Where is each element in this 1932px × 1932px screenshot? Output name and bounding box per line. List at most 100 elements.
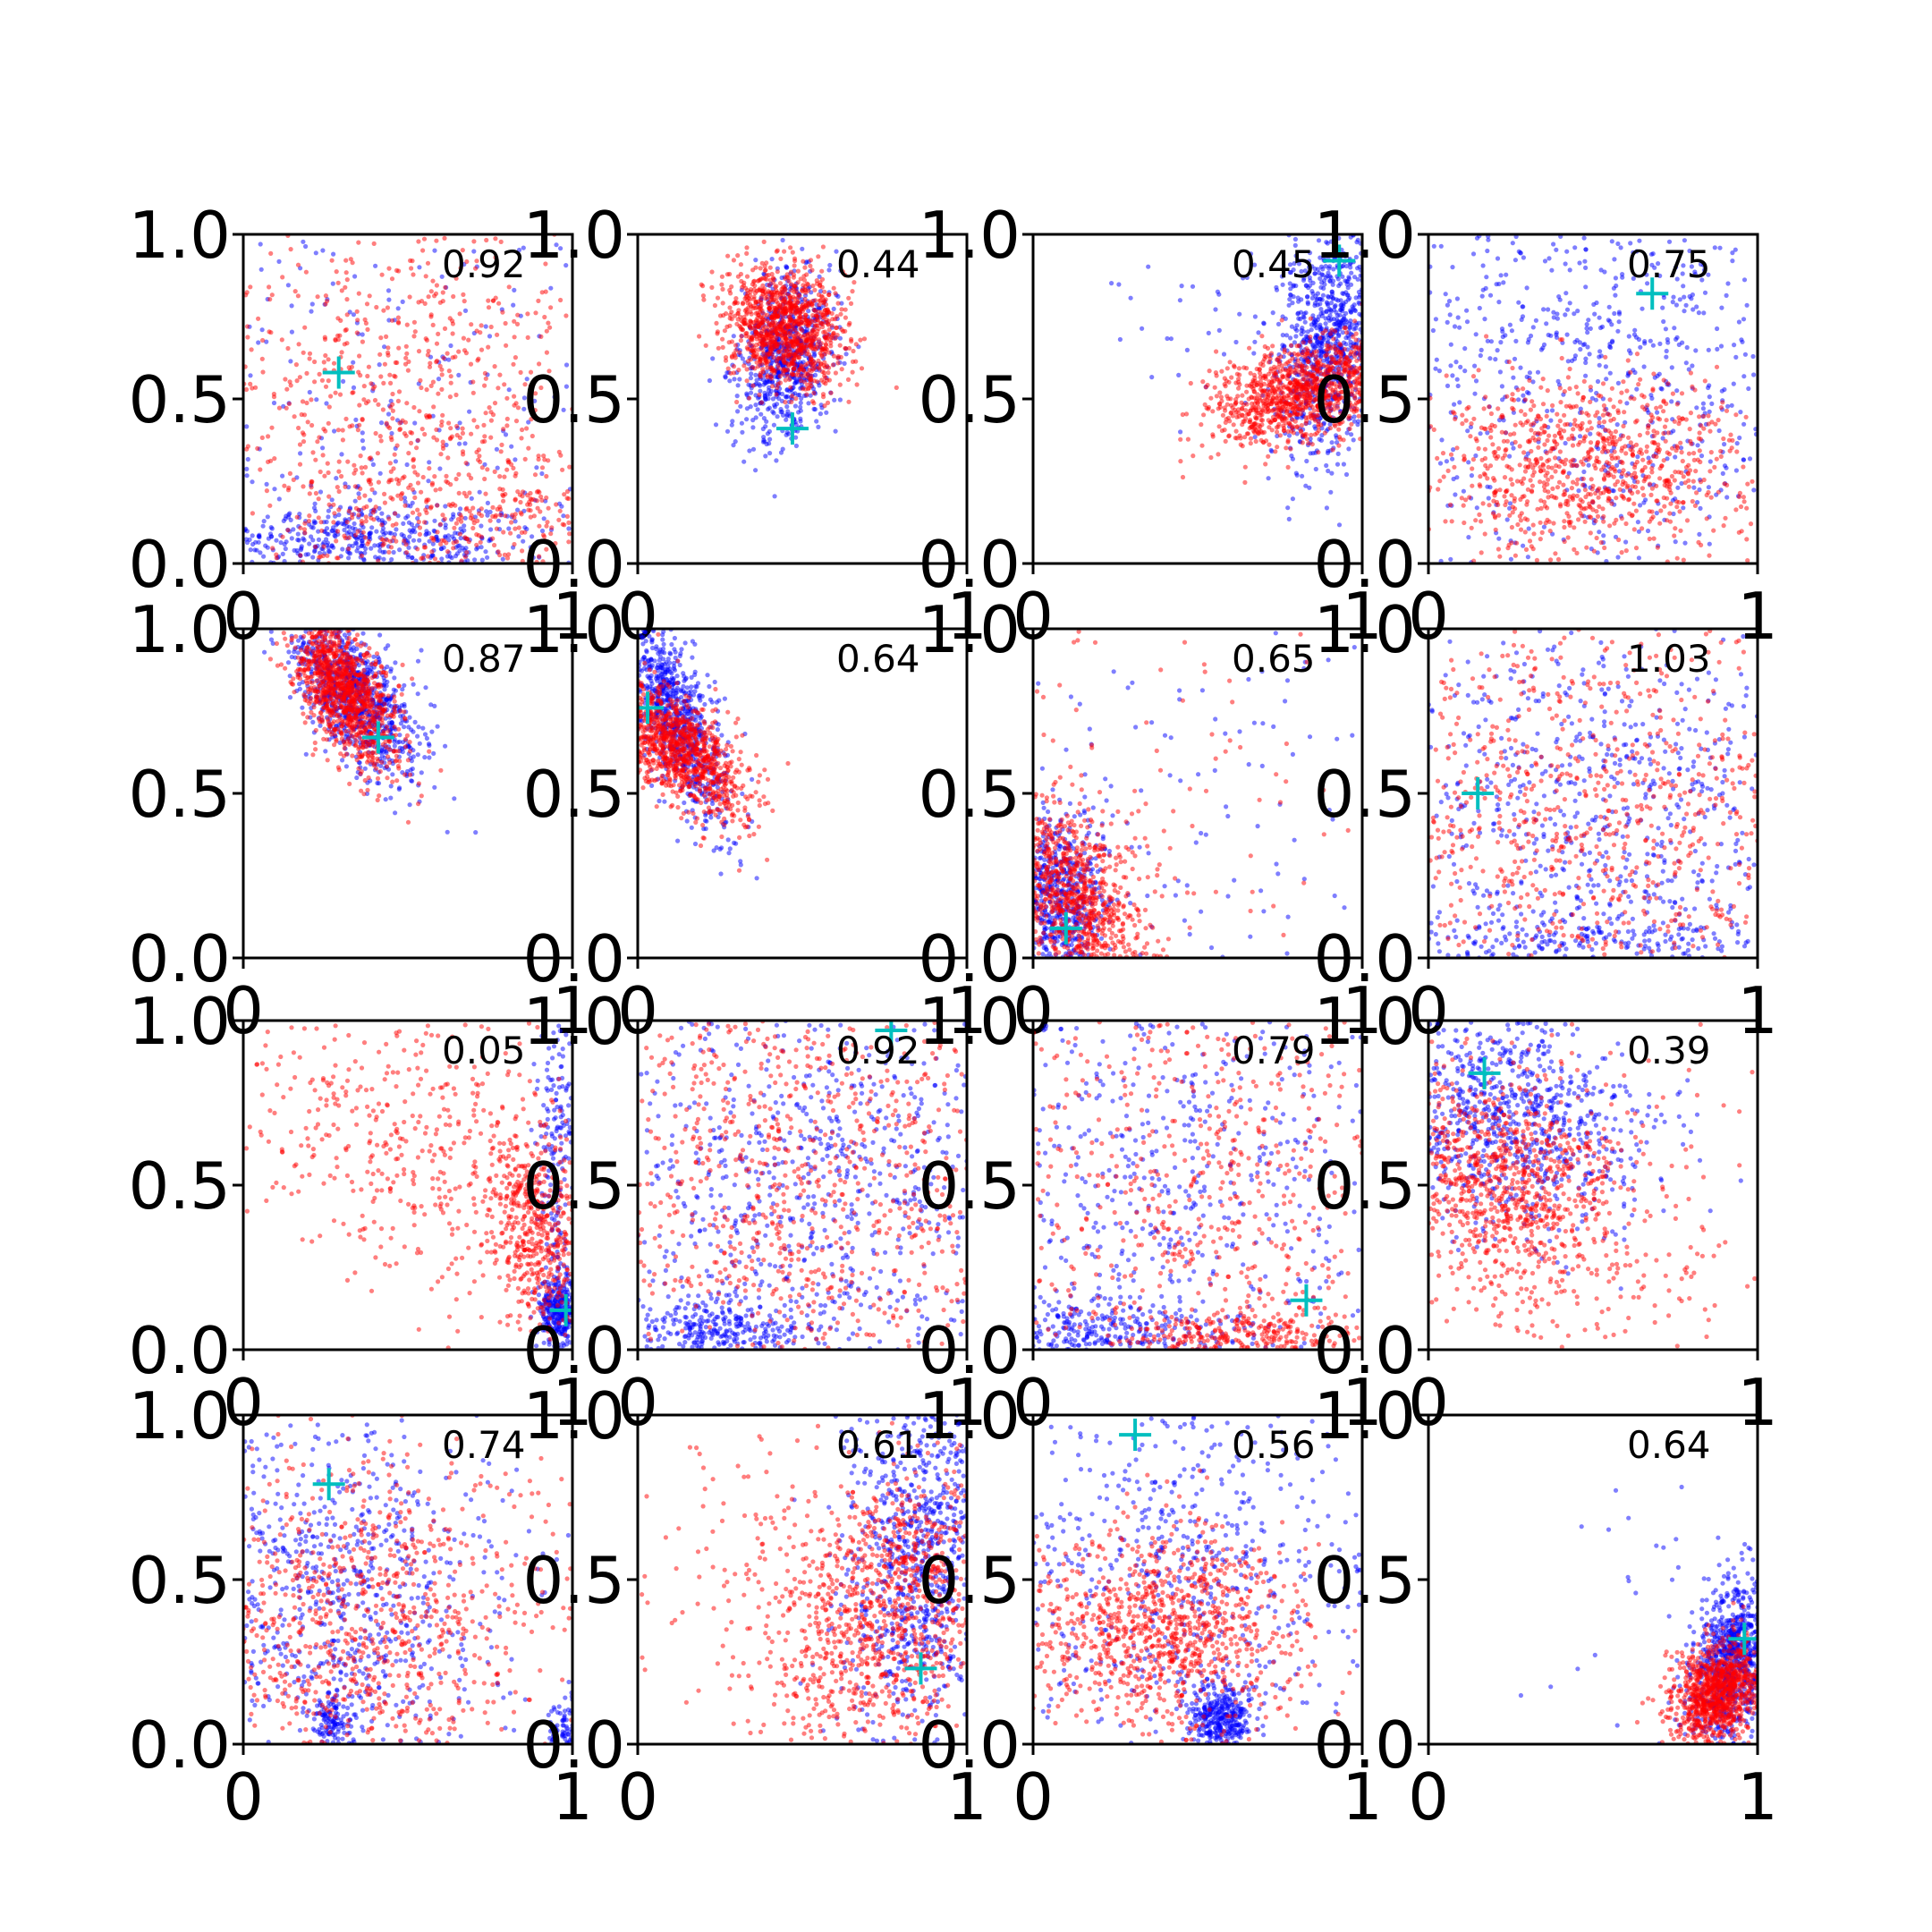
scatter-point xyxy=(700,293,707,299)
scatter-point xyxy=(527,557,533,564)
scatter-point xyxy=(733,343,739,348)
scatter-point xyxy=(524,426,530,431)
scatter-point xyxy=(770,409,775,414)
scatter-point xyxy=(427,364,433,369)
scatter-point xyxy=(715,295,721,301)
scatter-point xyxy=(741,363,747,369)
scatter-point xyxy=(365,373,370,379)
scatter-point xyxy=(440,290,445,295)
scatter-point xyxy=(1270,343,1275,349)
y-tick-label: 0.0 xyxy=(128,527,231,602)
scatter-point xyxy=(537,361,542,367)
scatter-point xyxy=(1180,474,1186,480)
scatter-point xyxy=(362,317,368,322)
scatter-point xyxy=(539,497,545,504)
scatter-point xyxy=(301,484,306,489)
scatter-point xyxy=(471,239,477,244)
scatter-point xyxy=(1356,400,1361,405)
scatter-point xyxy=(343,416,349,421)
scatter-point xyxy=(818,298,824,303)
scatter-point xyxy=(739,334,744,339)
scatter-point xyxy=(248,373,253,378)
scatter-point xyxy=(749,371,754,377)
scatter-point xyxy=(493,513,499,518)
scatter-point xyxy=(395,319,401,325)
scatter-point xyxy=(1338,411,1343,416)
scatter-point xyxy=(316,529,321,534)
scatter-point xyxy=(1208,454,1214,461)
scatter-point xyxy=(765,365,770,370)
scatter-point xyxy=(1177,298,1182,303)
scatter-point xyxy=(318,520,324,525)
scatter-point xyxy=(449,434,454,439)
scatter-point xyxy=(709,284,715,290)
scatter-point xyxy=(1325,241,1330,246)
scatter-point xyxy=(850,289,855,294)
scatter-point xyxy=(1357,387,1362,393)
scatter-point xyxy=(821,363,826,369)
scatter-point xyxy=(735,253,741,258)
scatter-point xyxy=(861,336,868,342)
scatter-point xyxy=(819,377,825,383)
scatter-point xyxy=(784,429,790,435)
scatter-point xyxy=(1348,318,1353,324)
scatter-point xyxy=(744,417,750,422)
scatter-point xyxy=(810,327,816,333)
scatter-point xyxy=(321,544,326,549)
scatter-point xyxy=(512,287,517,292)
scatter-point xyxy=(342,527,347,533)
scatter-point xyxy=(822,289,827,294)
scatter-point xyxy=(1337,435,1343,440)
scatter-point xyxy=(744,378,750,384)
scatter-point xyxy=(1345,279,1351,284)
scatter-point xyxy=(335,520,341,526)
scatter-point xyxy=(1306,375,1311,381)
scatter-point xyxy=(495,465,500,470)
scatter-point xyxy=(330,281,335,286)
scatter-point xyxy=(504,423,510,428)
scatter-point xyxy=(1168,336,1174,342)
scatter-point xyxy=(500,556,505,562)
scatter-point xyxy=(522,382,528,387)
scatter-point xyxy=(1318,307,1324,312)
scatter-point xyxy=(400,475,405,481)
scatter-point xyxy=(774,458,779,463)
scatter-point xyxy=(796,342,802,347)
scatter-point xyxy=(1236,386,1241,391)
scatter-point xyxy=(409,530,414,535)
scatter-point xyxy=(256,316,261,321)
scatter-point xyxy=(1252,435,1258,440)
scatter-point xyxy=(484,509,489,514)
scatter-point xyxy=(532,472,538,478)
scatter-point xyxy=(536,488,541,494)
scatter-point xyxy=(759,293,765,300)
scatter-point xyxy=(731,443,736,448)
scatter-point xyxy=(1213,307,1218,312)
scatter-point xyxy=(1318,255,1323,260)
scatter-point xyxy=(386,288,392,293)
scatter-point xyxy=(475,424,480,429)
scatter-point xyxy=(1336,350,1342,355)
scatter-point xyxy=(268,534,274,539)
scatter-point xyxy=(1268,401,1274,406)
scatter-point xyxy=(793,422,799,428)
scatter-point xyxy=(1285,428,1291,434)
scatter-point xyxy=(853,342,859,347)
scatter-point xyxy=(322,473,327,479)
scatter-point xyxy=(1283,316,1288,321)
scatter-point xyxy=(363,514,369,520)
scatter-point xyxy=(1201,412,1207,418)
scatter-point xyxy=(260,523,266,529)
scatter-point xyxy=(822,403,827,409)
scatter-point xyxy=(734,399,740,405)
scatter-point xyxy=(456,471,462,478)
scatter-point xyxy=(1301,311,1307,317)
scatter-point xyxy=(360,332,365,337)
scatter-point xyxy=(346,555,352,561)
scatter-point xyxy=(528,502,533,507)
scatter-point xyxy=(807,352,812,358)
scatter-point xyxy=(256,539,261,545)
scatter-point xyxy=(482,476,487,482)
scatter-point xyxy=(798,314,803,319)
scatter-point xyxy=(431,404,436,410)
